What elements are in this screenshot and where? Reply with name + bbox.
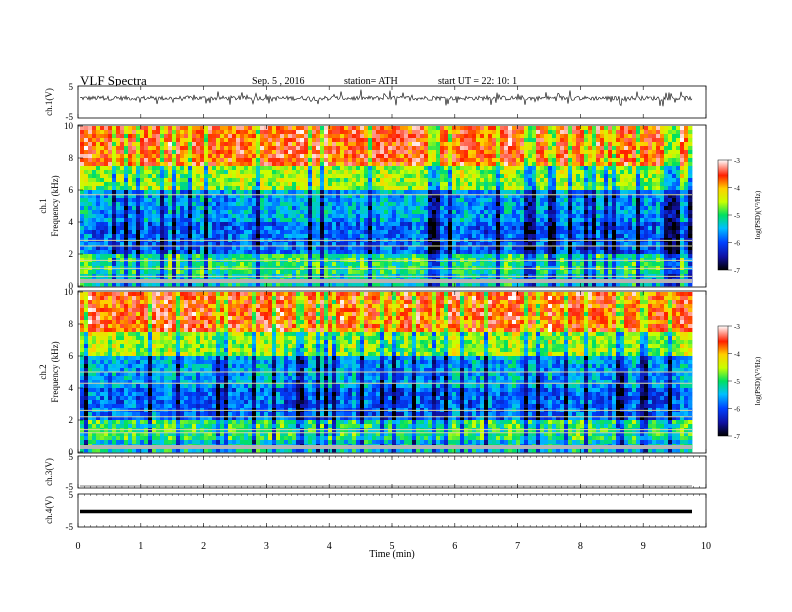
x-tick-label-7: 7 — [515, 541, 520, 552]
ch1-spectrogram-heatmap — [80, 126, 693, 287]
ch2-colorbar-label: log(PSD)(V²/Hz) — [754, 356, 762, 405]
colorbar-tick-2-0: -3 — [734, 323, 740, 331]
start-time-label: start UT = 22: 10: 1 — [438, 76, 518, 87]
x-tick-label-0: 0 — [76, 541, 81, 552]
x-tick-label-1: 1 — [138, 541, 143, 552]
spec-ytick-2-4: 8 — [69, 319, 74, 329]
ch3-waveform-panel: 5 -5 ch.3(V) — [44, 452, 707, 492]
spec-ytick-2-5: 10 — [64, 287, 74, 297]
ch3-waveform-frame — [77, 455, 707, 489]
x-tick-label-10: 10 — [701, 541, 711, 552]
x-tick-label-2: 2 — [201, 541, 206, 552]
ch2-colorbar-gradient — [717, 325, 729, 437]
spec-ytick-2-0: 0 — [69, 447, 74, 457]
x-tick-label-3: 3 — [264, 541, 269, 552]
ch1-waveform-ylabel: ch.1(V) — [44, 88, 54, 116]
ch1-waveform-frame — [77, 85, 707, 119]
x-tick-label-4: 4 — [327, 541, 332, 552]
x-tick-label-9: 9 — [641, 541, 646, 552]
colorbar-tick-2-3: -6 — [734, 406, 740, 414]
ch2-spec-ylabel-top: ch.2 — [38, 364, 48, 379]
spec-ytick-1-1: 2 — [69, 249, 74, 259]
ch1-spec-ylabel: Frequency (kHz) — [50, 175, 60, 236]
ch3-ytick-bottom: -5 — [66, 482, 74, 492]
colorbar-tick-1-2: -5 — [734, 212, 740, 220]
ch1-colorbar: -3 -4 -5 -6 -7 log(PSD)(V²/Hz) — [717, 157, 762, 275]
x-tick-label-8: 8 — [578, 541, 583, 552]
colorbar-tick-1-4: -7 — [734, 267, 740, 275]
x-axis-label: Time (min) — [369, 549, 414, 560]
spec-ytick-2-3: 6 — [69, 351, 74, 361]
spec-ytick-1-3: 6 — [69, 185, 74, 195]
x-tick-label-5: 5 — [390, 541, 395, 552]
ch1-colorbar-gradient — [717, 159, 729, 271]
ch3-waveform-ylabel: ch.3(V) — [44, 458, 54, 486]
spec-ytick-1-0: 0 — [69, 281, 74, 291]
ch4-waveform-panel: 5 -5 ch.4(V) — [44, 490, 707, 532]
ch1-waveform-trace — [79, 89, 693, 107]
spec-ytick-2-2: 4 — [69, 383, 74, 393]
ch3-ytick-top: 5 — [69, 452, 74, 462]
colorbar-tick-2-2: -5 — [734, 378, 740, 386]
ch1-waveform-panel: 5 -5 ch.1(V) — [44, 82, 707, 122]
ch2-spectrogram-heatmap — [80, 292, 693, 453]
ch1-ytick-top: 5 — [69, 82, 74, 92]
ch4-ytick-bottom: -5 — [66, 522, 74, 532]
spec-ytick-1-5: 10 — [64, 121, 74, 131]
figure-title: VLF Spectra — [80, 73, 147, 88]
ch1-colorbar-label: log(PSD)(V²/Hz) — [754, 190, 762, 239]
ch1-spec-ylabel-top: ch.1 — [38, 198, 48, 213]
x-axis: 0 1 2 3 4 5 6 7 8 9 10 — [76, 86, 711, 552]
ch4-ytick-top: 5 — [69, 490, 74, 500]
colorbar-tick-2-4: -7 — [734, 433, 740, 441]
ch2-spec-ylabel: Frequency (kHz) — [50, 341, 60, 402]
colorbar-tick-2-1: -4 — [734, 351, 740, 359]
spec-ytick-1-4: 8 — [69, 153, 74, 163]
ch1-ytick-bottom: -5 — [66, 112, 74, 122]
ch2-colorbar: -3 -4 -5 -6 -7 log(PSD)(V²/Hz) — [717, 323, 762, 441]
colorbar-tick-1-3: -6 — [734, 240, 740, 248]
x-tick-label-6: 6 — [452, 541, 457, 552]
ch4-waveform-ylabel: ch.4(V) — [44, 496, 54, 524]
spec-ytick-1-2: 4 — [69, 217, 74, 227]
ch1-spectrogram-panel: ch.1 Frequency (kHz) 0 2 4 6 8 10 — [38, 121, 707, 291]
colorbar-tick-1-1: -4 — [734, 185, 740, 193]
spec-ytick-2-1: 2 — [69, 415, 74, 425]
colorbar-tick-1-0: -3 — [734, 157, 740, 165]
station-label: station= ATH — [344, 76, 398, 87]
date-label: Sep. 5 , 2016 — [252, 76, 305, 87]
ch2-spectrogram-panel: ch.2 Frequency (kHz) 0 2 4 6 8 10 — [38, 287, 707, 457]
